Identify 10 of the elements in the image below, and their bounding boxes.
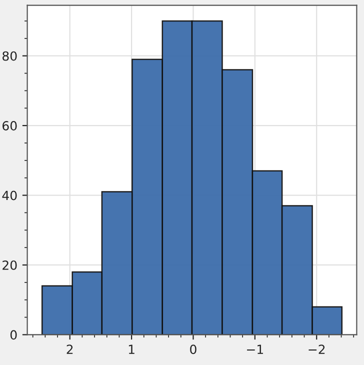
x-tick-label: 2 (66, 344, 73, 354)
x-tick-label: −1 (247, 344, 263, 354)
y-tick-label: 20 (2, 260, 17, 270)
x-tick-label: −2 (308, 344, 325, 354)
y-tick-label: 40 (2, 190, 17, 200)
y-tick-label: 60 (2, 121, 17, 130)
y-tick-label: 0 (10, 330, 17, 340)
y-tick-label: 80 (2, 51, 17, 61)
x-tick-label: 0 (190, 344, 196, 354)
x-tick-label: 1 (128, 344, 134, 354)
